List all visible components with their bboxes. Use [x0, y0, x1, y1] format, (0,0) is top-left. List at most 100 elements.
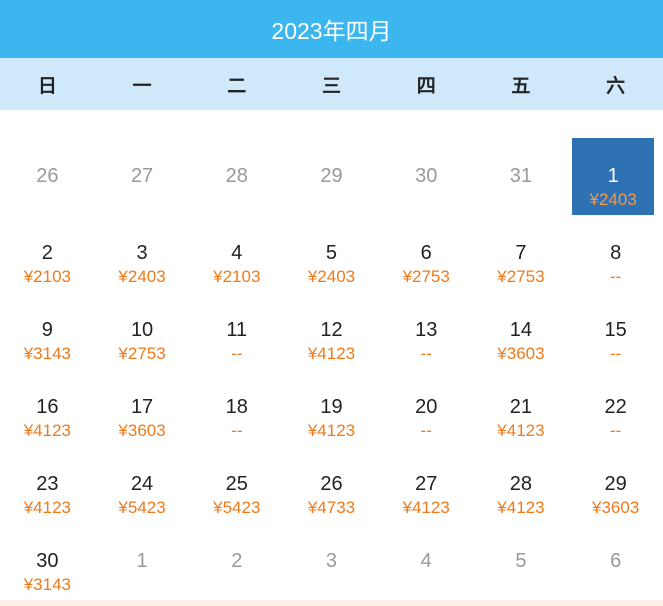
day-cell-selected[interactable]: 1 ¥2403: [572, 138, 654, 215]
day-cell[interactable]: 13 --: [379, 292, 474, 369]
day-number: 27: [415, 473, 438, 495]
weekday-bar: 日 一 二 三 四 五 六: [0, 58, 663, 110]
day-cell[interactable]: 8 --: [568, 215, 663, 292]
day-number: 7: [515, 242, 527, 264]
day-price: --: [609, 267, 622, 286]
weekday-sun: 日: [37, 75, 57, 97]
day-price: ¥2753: [497, 267, 545, 286]
day-cell[interactable]: 4 ¥2103: [189, 215, 284, 292]
day-cell[interactable]: 3: [284, 523, 379, 600]
day-number: 10: [130, 319, 154, 341]
day-number: 30: [36, 550, 59, 572]
weekday-fri: 五: [511, 75, 531, 97]
day-number: 18: [225, 396, 248, 418]
day-cell[interactable]: 26: [0, 138, 95, 215]
day-cell[interactable]: 15 --: [568, 292, 663, 369]
day-number: 11: [226, 319, 248, 341]
weekday-thu: 四: [416, 75, 436, 97]
day-number: 26: [320, 473, 343, 495]
day-cell[interactable]: 27 ¥4123: [379, 446, 474, 523]
day-price: ¥4123: [497, 421, 545, 440]
day-price: ¥2103: [23, 267, 71, 286]
day-number: 4: [420, 550, 432, 572]
day-cell[interactable]: 29 ¥3603: [568, 446, 663, 523]
day-number: 2: [231, 550, 243, 572]
day-cell[interactable]: 5: [474, 523, 569, 600]
day-cell[interactable]: 30 ¥3143: [0, 523, 95, 600]
day-cell[interactable]: 17 ¥3603: [95, 369, 190, 446]
day-price: ¥3603: [118, 421, 166, 440]
day-cell[interactable]: 12 ¥4123: [284, 292, 379, 369]
day-cell[interactable]: 22 --: [568, 369, 663, 446]
day-number: 22: [604, 396, 627, 418]
day-number: 1: [136, 550, 148, 572]
day-price: ¥4123: [307, 344, 356, 363]
day-cell[interactable]: 6 ¥2753: [379, 215, 474, 292]
day-cell[interactable]: 16 ¥4123: [0, 369, 95, 446]
day-cell[interactable]: 7 ¥2753: [474, 215, 569, 292]
day-cell[interactable]: 28: [189, 138, 284, 215]
day-price: ¥2103: [213, 267, 261, 286]
day-cell[interactable]: 23 ¥4123: [0, 446, 95, 523]
day-cell[interactable]: 18 --: [189, 369, 284, 446]
day-cell[interactable]: 4: [379, 523, 474, 600]
day-number: 28: [509, 473, 533, 495]
day-number: 27: [130, 165, 154, 187]
day-price: ¥3143: [23, 344, 71, 363]
day-cell[interactable]: 9 ¥3143: [0, 292, 95, 369]
day-number: 14: [509, 319, 533, 341]
day-price: ¥2403: [118, 267, 166, 286]
day-cell[interactable]: 24 ¥5423: [95, 446, 190, 523]
day-cell[interactable]: 14 ¥3603: [474, 292, 569, 369]
day-cell[interactable]: 11 --: [189, 292, 284, 369]
day-cell[interactable]: 26 ¥4733: [284, 446, 379, 523]
day-number: 2: [41, 242, 53, 264]
day-cell[interactable]: 29: [284, 138, 379, 215]
day-price: ¥4123: [23, 498, 71, 517]
day-cell[interactable]: 30: [379, 138, 474, 215]
day-number: 12: [320, 319, 343, 341]
calendar-grid: 26 27 28 29 30 31 1 ¥2403 2 ¥2103 3 ¥2403 4 ¥2103 5 ¥24…: [0, 138, 663, 600]
day-number: 30: [415, 165, 438, 187]
day-cell[interactable]: 25 ¥5423: [189, 446, 284, 523]
day-cell[interactable]: 28 ¥4123: [474, 446, 569, 523]
day-price: ¥3143: [23, 575, 71, 594]
day-cell[interactable]: 2: [189, 523, 284, 600]
day-cell[interactable]: 10 ¥2753: [95, 292, 190, 369]
day-price: ¥2753: [118, 344, 166, 363]
day-cell[interactable]: 19 ¥4123: [284, 369, 379, 446]
day-price: --: [420, 421, 432, 440]
day-cell[interactable]: 3 ¥2403: [95, 215, 190, 292]
day-price: --: [420, 344, 432, 363]
day-number: 23: [36, 473, 59, 495]
day-number: 20: [415, 396, 438, 418]
weekday-mon: 一: [132, 75, 152, 97]
day-price: ¥4123: [497, 498, 545, 517]
day-cell[interactable]: 20 --: [379, 369, 474, 446]
day-cell[interactable]: 2 ¥2103: [0, 215, 95, 292]
day-price: ¥4733: [307, 498, 356, 517]
day-cell[interactable]: 31: [474, 138, 569, 215]
day-number: 6: [610, 550, 622, 572]
day-price: ¥5423: [118, 498, 166, 517]
day-number: 1: [607, 165, 619, 187]
day-number: 25: [225, 473, 248, 495]
day-price: ¥4123: [307, 421, 356, 440]
day-price: --: [231, 344, 243, 363]
day-cell[interactable]: 21 ¥4123: [474, 369, 569, 446]
day-price: ¥4123: [23, 421, 71, 440]
day-number: 5: [515, 550, 527, 572]
day-cell[interactable]: 1: [95, 523, 190, 600]
day-number: 4: [231, 242, 243, 264]
day-number: 8: [610, 242, 622, 264]
bottom-bar: [0, 600, 663, 606]
day-number: 29: [320, 165, 343, 187]
day-number: 28: [225, 165, 248, 187]
day-number: 24: [130, 473, 154, 495]
day-number: 31: [509, 165, 533, 187]
day-cell[interactable]: 6: [568, 523, 663, 600]
day-cell[interactable]: 27: [95, 138, 190, 215]
day-number: 9: [41, 319, 53, 341]
day-cell[interactable]: 5 ¥2403: [284, 215, 379, 292]
day-price: ¥2753: [402, 267, 450, 286]
